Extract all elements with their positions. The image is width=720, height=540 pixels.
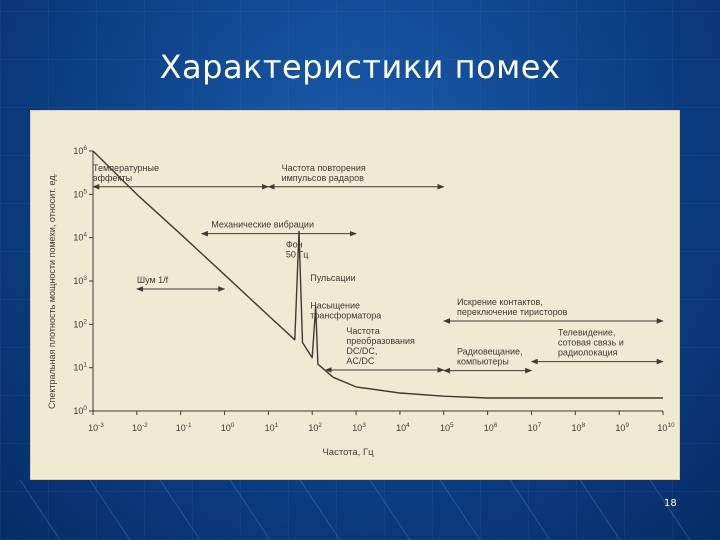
chart-figure: 10-3 10-2 10-1 100 101 102 103 104 105 106 107 108 1… — [30, 110, 680, 480]
x-tick-label: 10-1 — [176, 422, 192, 433]
y-tick-label: 100 — [73, 405, 87, 416]
noise-spectrum-line — [92, 150, 663, 399]
annotation-label: Насыщение трансформатора — [310, 301, 381, 321]
x-tick-label: 104 — [396, 422, 410, 433]
x-tick-label: 101 — [265, 422, 279, 433]
x-tick-label: 105 — [440, 422, 454, 433]
x-tick-label: 102 — [308, 422, 322, 433]
decorative-lines — [19, 480, 691, 540]
y-axis-label: Спектральная плотность мощности помехи, … — [47, 173, 57, 409]
x-tick-label: 1010 — [657, 422, 675, 433]
annotation-label: Температурные эффекты — [93, 163, 159, 183]
y-tick-label: 104 — [73, 232, 87, 243]
y-tick-label: 103 — [73, 275, 87, 286]
annotation-label: Радиовещание, компьютеры — [457, 347, 523, 367]
x-tick-label: 10-3 — [88, 422, 104, 433]
x-tick-label: 106 — [484, 422, 498, 433]
annotation-label: Частота повторения импульсов радаров — [282, 163, 366, 183]
annotation-label: Фон 50 Гц — [286, 239, 309, 259]
y-tick-label: 101 — [73, 362, 87, 373]
slide-number: 18 — [664, 498, 677, 509]
annotation-label: Пульсации — [310, 273, 355, 283]
x-tick-label: 10-2 — [132, 422, 148, 433]
annotation-label: Искрение контактов, переключение тиристор… — [457, 297, 568, 317]
x-tick-label: 108 — [571, 422, 585, 433]
x-tick-label: 109 — [615, 422, 629, 433]
x-tick-label: 100 — [221, 422, 235, 433]
annotation-label: Механические вибрации — [211, 220, 314, 230]
x-axis-label: Частота, Гц — [322, 447, 374, 458]
y-tick-label: 105 — [73, 188, 87, 199]
annotation-label: Частота преобразования DC/DC, AC/DC — [346, 326, 415, 366]
y-tick-label: 102 — [73, 318, 87, 329]
annotation-label: Телевидение, сотовая связь и радиолокация — [558, 328, 624, 358]
x-tick-label: 107 — [528, 422, 542, 433]
annotation-label: Шум 1/f — [137, 275, 169, 285]
y-tick-label: 106 — [73, 145, 87, 156]
x-tick-label: 103 — [352, 422, 366, 433]
noise-spectrum-chart: 10-3 10-2 10-1 100 101 102 103 104 105 106 107 108 1… — [47, 145, 675, 458]
slide-title: Характеристики помех — [159, 48, 561, 86]
